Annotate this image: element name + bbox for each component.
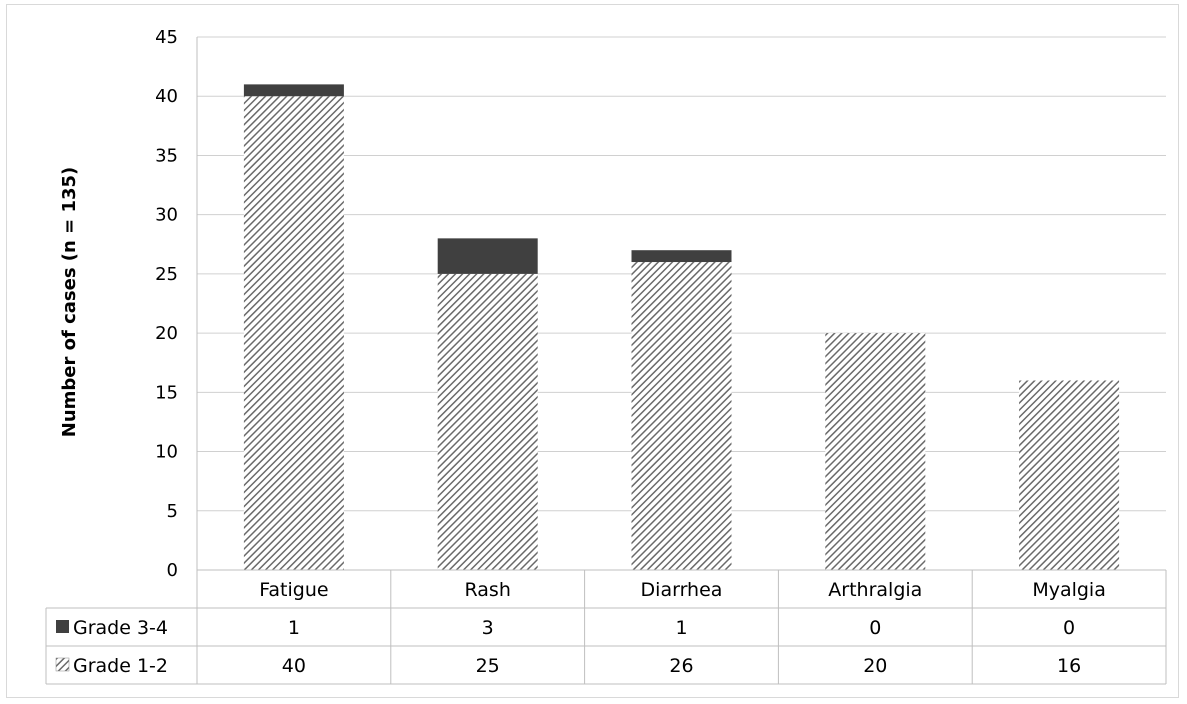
y-axis-label: Number of cases (n = 135): [59, 167, 80, 438]
legend-label: Grade 3-4: [73, 617, 168, 639]
category-label: Myalgia: [1032, 579, 1106, 601]
bar-grade-1-2: [825, 333, 926, 570]
table-value: 20: [863, 655, 887, 677]
bars: [243, 84, 1120, 570]
bar-grade-1-2: [1019, 380, 1120, 570]
y-tick-label: 20: [155, 323, 178, 344]
y-tick-label: 30: [155, 205, 178, 226]
bar-grade-1-2: [631, 262, 732, 570]
category-label: Diarrhea: [641, 579, 723, 601]
category-label: Arthralgia: [828, 579, 922, 601]
y-tick-label: 5: [167, 501, 178, 522]
category-label: Fatigue: [259, 579, 328, 601]
y-tick-label: 25: [155, 264, 178, 285]
bar-grade-3-4: [631, 250, 732, 263]
y-tick-label: 10: [155, 442, 178, 463]
y-tick-label: 35: [155, 145, 178, 166]
bar-grade-1-2: [437, 273, 538, 570]
table-value: 16: [1057, 655, 1081, 677]
table-value: 3: [482, 617, 494, 639]
category-label: Rash: [465, 579, 511, 601]
table-value: 1: [675, 617, 687, 639]
table-value: 0: [869, 617, 881, 639]
table-value: 1: [288, 617, 300, 639]
bar-grade-3-4: [437, 238, 538, 274]
y-tick-label: 40: [155, 86, 178, 107]
legend-swatch-grade-1-2: [55, 657, 70, 672]
data-table: Fatigue Rash Diarrhea Arthralgia Myalgia Grad…: [45, 569, 1167, 685]
table-value: 26: [669, 655, 693, 677]
table-value: 0: [1063, 617, 1075, 639]
table-value: 40: [282, 655, 306, 677]
y-tick-label: 0: [167, 560, 178, 581]
chart-frame: [6, 4, 1179, 698]
bar-grade-1-2: [243, 96, 344, 570]
y-tick-label: 45: [155, 27, 178, 48]
y-tick-labels: 0 5 10 15 20 25 30 35 40 45: [155, 27, 178, 581]
legend-swatch-grade-3-4: [56, 620, 69, 633]
y-tick-label: 15: [155, 382, 178, 403]
table-value: 25: [476, 655, 500, 677]
legend-label: Grade 1-2: [73, 655, 168, 677]
bar-grade-3-4: [243, 84, 344, 97]
